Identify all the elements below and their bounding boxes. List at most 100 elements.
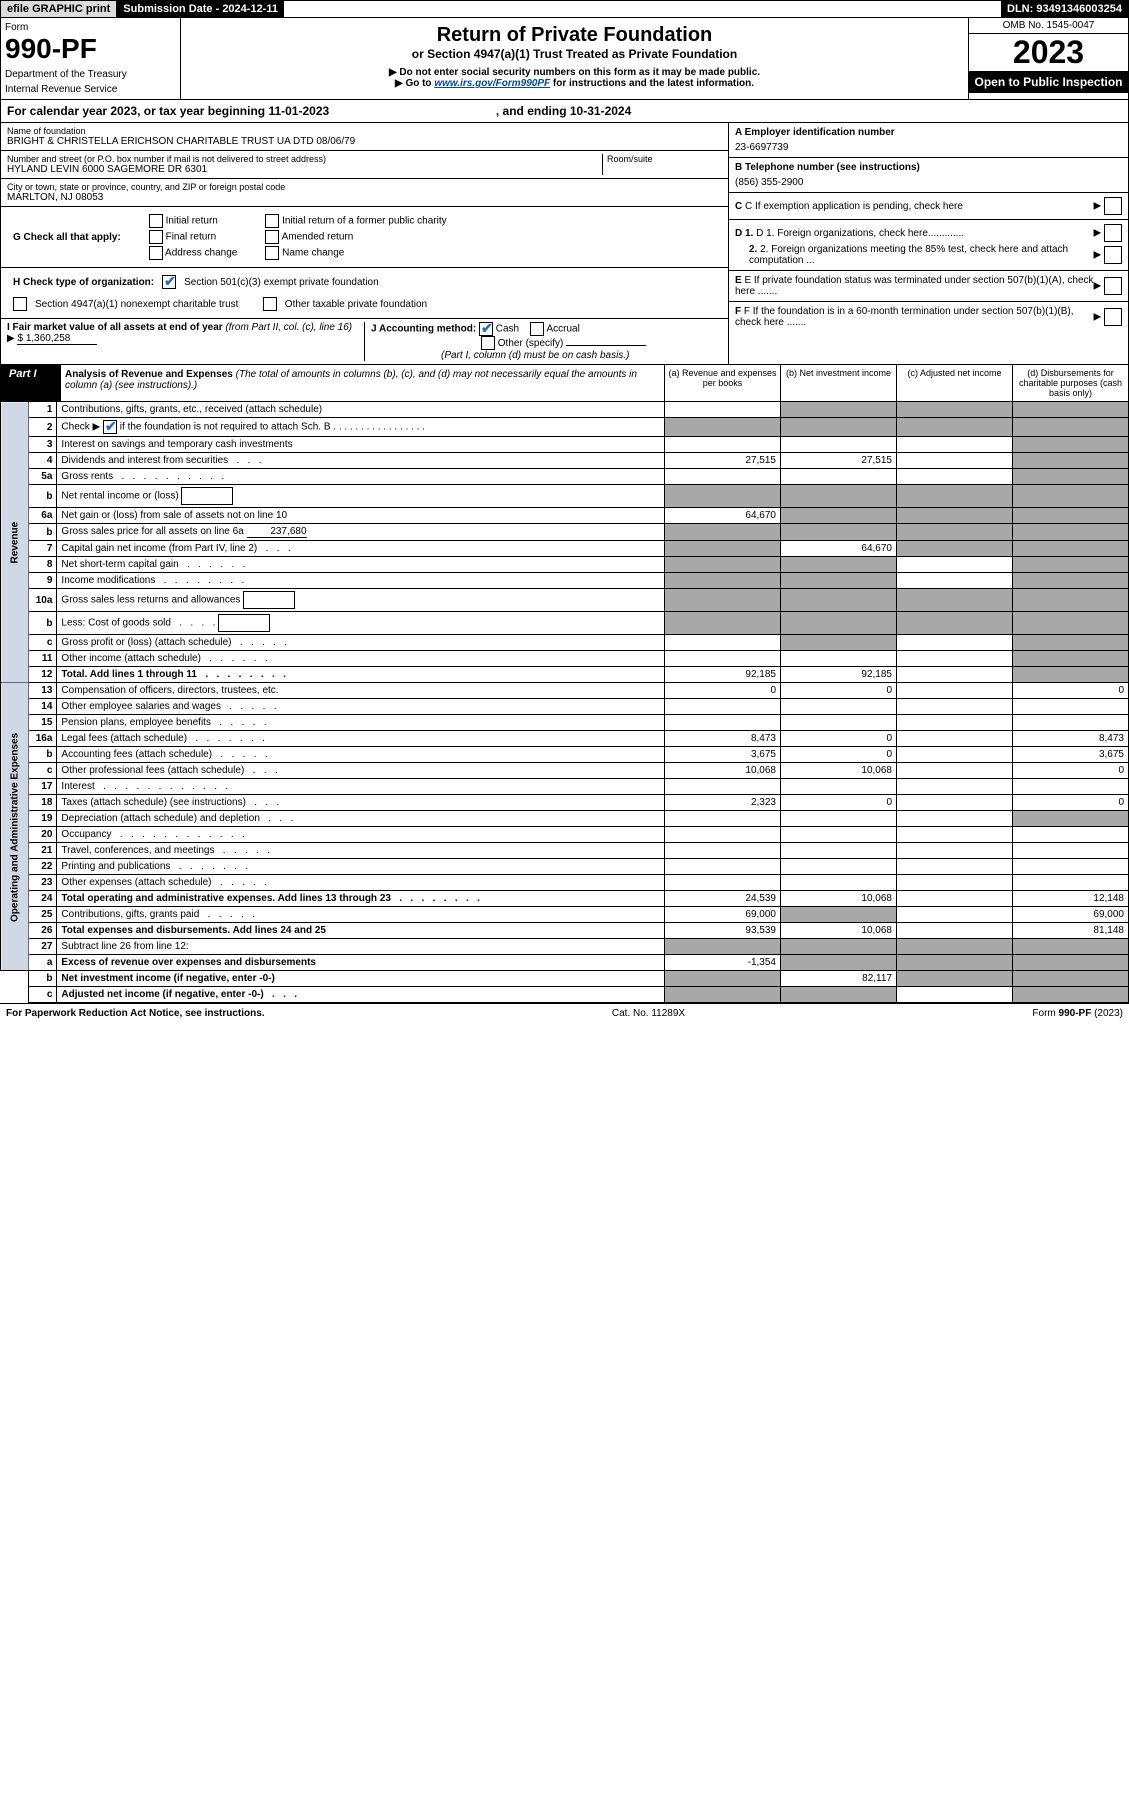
line-6b: Gross sales price for all assets on line… <box>57 524 665 541</box>
l13-d: 0 <box>1013 683 1129 699</box>
line-27b: Net investment income (if negative, ente… <box>57 971 665 987</box>
c-checkbox[interactable] <box>1104 197 1122 215</box>
line-15: Pension plans, employee benefits . . . .… <box>57 715 665 731</box>
501c3-checkbox[interactable] <box>162 275 176 289</box>
address-change-checkbox[interactable] <box>149 246 163 260</box>
g-label: G Check all that apply: <box>13 232 121 243</box>
opt-4947a1: Section 4947(a)(1) nonexempt charitable … <box>35 299 238 310</box>
ein-label: A Employer identification number <box>735 127 1122 138</box>
irs-link[interactable]: www.irs.gov/Form990PF <box>434 78 550 89</box>
form-title: Return of Private Foundation <box>187 24 962 47</box>
l26-d: 81,148 <box>1013 923 1129 939</box>
instruction-1: ▶ Do not enter social security numbers o… <box>187 67 962 78</box>
line-21: Travel, conferences, and meetings . . . … <box>57 843 665 859</box>
phone-value: (856) 355-2900 <box>735 177 1122 188</box>
former-public-checkbox[interactable] <box>265 214 279 228</box>
line-20: Occupancy . . . . . . . . . . . . <box>57 827 665 843</box>
line-4: Dividends and interest from securities .… <box>57 453 665 469</box>
accrual-checkbox[interactable] <box>530 322 544 336</box>
l12-b: 92,185 <box>781 667 897 683</box>
j-note: (Part I, column (d) must be on cash basi… <box>441 350 629 361</box>
line-19: Depreciation (attach schedule) and deple… <box>57 811 665 827</box>
opt-501c3: Section 501(c)(3) exempt private foundat… <box>184 277 379 288</box>
l16c-b: 10,068 <box>781 763 897 779</box>
opt-initial-return: Initial return <box>166 216 218 227</box>
tax-year: 2023 <box>969 34 1128 71</box>
initial-return-checkbox[interactable] <box>149 214 163 228</box>
foundation-name-label: Name of foundation <box>7 126 722 136</box>
revenue-side-label: Revenue <box>1 402 29 683</box>
line-18: Taxes (attach schedule) (see instruction… <box>57 795 665 811</box>
line-2: Check ▶ if the foundation is not require… <box>57 418 665 437</box>
opt-cash: Cash <box>496 324 519 335</box>
l4-a: 27,515 <box>665 453 781 469</box>
opt-name-change: Name change <box>282 248 344 259</box>
fmv-value: $ 1,360,258 <box>17 333 97 345</box>
footer-cat: Cat. No. 11289X <box>612 1008 685 1019</box>
i-label-italic: (from Part II, col. (c), line 16) <box>225 322 352 333</box>
address-label: Number and street (or P.O. box number if… <box>7 154 602 164</box>
final-return-checkbox[interactable] <box>149 230 163 244</box>
l25-a: 69,000 <box>665 907 781 923</box>
j-label: J Accounting method: <box>371 324 476 335</box>
line-5a: Gross rents . . . . . . . . . . <box>57 469 665 485</box>
d1-checkbox[interactable] <box>1104 224 1122 242</box>
col-c-header: (c) Adjusted net income <box>896 365 1012 401</box>
line-17: Interest . . . . . . . . . . . . <box>57 779 665 795</box>
e-checkbox[interactable] <box>1104 277 1122 295</box>
arrow-icon: ▶ <box>1094 250 1102 261</box>
opt-final-return: Final return <box>166 232 217 243</box>
line-25: Contributions, gifts, grants paid . . . … <box>57 907 665 923</box>
form-number: 990-PF <box>5 33 176 65</box>
open-public-badge: Open to Public Inspection <box>969 71 1128 93</box>
line-27a: Excess of revenue over expenses and disb… <box>57 955 665 971</box>
line-13: Compensation of officers, directors, tru… <box>57 683 665 699</box>
line-10c: Gross profit or (loss) (attach schedule)… <box>57 635 665 651</box>
arrow-icon: ▶ <box>1094 312 1102 323</box>
i-label: I Fair market value of all assets at end… <box>7 322 225 333</box>
efile-print-button[interactable]: efile GRAPHIC print <box>1 1 117 17</box>
l13-b: 0 <box>781 683 897 699</box>
l16a-d: 8,473 <box>1013 731 1129 747</box>
l24-b: 10,068 <box>781 891 897 907</box>
amended-return-checkbox[interactable] <box>265 230 279 244</box>
other-taxable-checkbox[interactable] <box>263 297 277 311</box>
line-11: Other income (attach schedule) . . . . .… <box>57 651 665 667</box>
arrow-icon: ▶ <box>1094 281 1102 292</box>
l27b-b: 82,117 <box>781 971 897 987</box>
col-d-header: (d) Disbursements for charitable purpose… <box>1012 365 1128 401</box>
l6a-a: 64,670 <box>665 508 781 524</box>
line-6a: Net gain or (loss) from sale of assets n… <box>57 508 665 524</box>
l26-a: 93,539 <box>665 923 781 939</box>
line-14: Other employee salaries and wages . . . … <box>57 699 665 715</box>
l7-b: 64,670 <box>781 541 897 557</box>
submission-date: Submission Date - 2024-12-11 <box>117 1 284 17</box>
l16b-b: 0 <box>781 747 897 763</box>
other-method-checkbox[interactable] <box>481 336 495 350</box>
dln-value: DLN: 93491346003254 <box>1001 1 1128 17</box>
opt-other-taxable: Other taxable private foundation <box>285 299 427 310</box>
l4-b: 27,515 <box>781 453 897 469</box>
cash-checkbox[interactable] <box>479 322 493 336</box>
opt-former-public: Initial return of a former public charit… <box>282 216 447 227</box>
opt-accrual: Accrual <box>546 324 579 335</box>
form-subtitle: or Section 4947(a)(1) Trust Treated as P… <box>187 47 962 61</box>
footer-left: For Paperwork Reduction Act Notice, see … <box>6 1008 265 1019</box>
arrow-icon: ▶ <box>7 333 15 344</box>
arrow-icon: ▶ <box>1094 201 1102 212</box>
d2-checkbox[interactable] <box>1104 246 1122 264</box>
l26-b: 10,068 <box>781 923 897 939</box>
line-10a: Gross sales less returns and allowances <box>57 589 665 612</box>
f-checkbox[interactable] <box>1104 308 1122 326</box>
form-label: Form <box>5 22 176 33</box>
l12-a: 92,185 <box>665 667 781 683</box>
foundation-name: BRIGHT & CHRISTELLA ERICHSON CHARITABLE … <box>7 136 722 147</box>
schB-checkbox[interactable] <box>103 420 117 434</box>
l16c-a: 10,068 <box>665 763 781 779</box>
line-1: Contributions, gifts, grants, etc., rece… <box>57 402 665 418</box>
4947a1-checkbox[interactable] <box>13 297 27 311</box>
name-change-checkbox[interactable] <box>265 246 279 260</box>
line-8: Net short-term capital gain . . . . . . <box>57 557 665 573</box>
l13-a: 0 <box>665 683 781 699</box>
phone-label: B Telephone number (see instructions) <box>735 162 1122 173</box>
